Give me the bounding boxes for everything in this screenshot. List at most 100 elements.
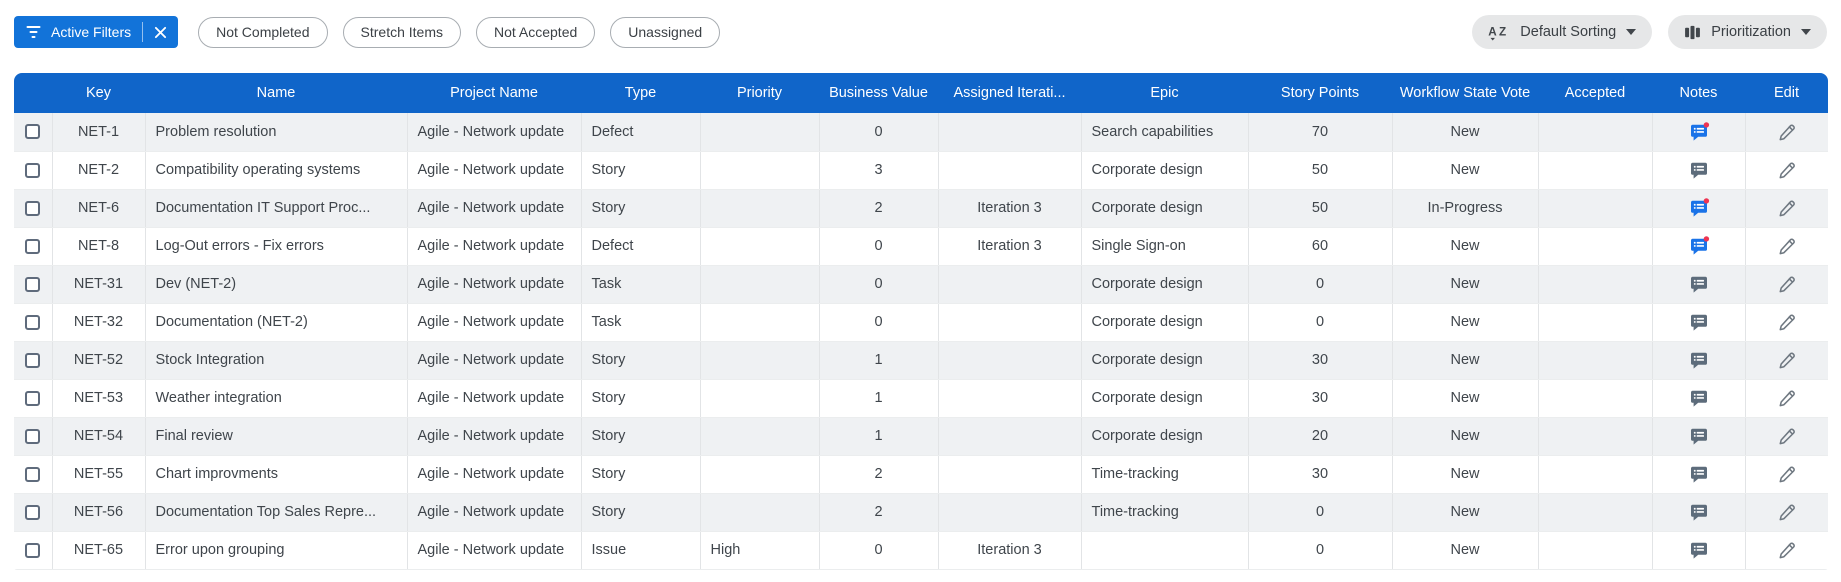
row-checkbox[interactable] bbox=[25, 162, 41, 178]
table-row[interactable]: NET-6 Documentation IT Support Proc... Agi… bbox=[14, 189, 1828, 228]
cell-name: Final review bbox=[145, 417, 408, 456]
cell-priority bbox=[700, 265, 820, 304]
column-header-accepted[interactable]: Accepted bbox=[1538, 73, 1652, 113]
cell-select bbox=[14, 113, 53, 152]
table-row[interactable]: NET-65 Error upon grouping Agile - Network… bbox=[14, 531, 1828, 570]
cell-workflow_state_vote: New bbox=[1392, 379, 1539, 418]
table-row[interactable]: NET-8 Log-Out errors - Fix errors Agile - … bbox=[14, 227, 1828, 266]
table-row[interactable]: NET-55 Chart improvments Agile - Network u… bbox=[14, 455, 1828, 494]
cell-story_points: 50 bbox=[1248, 151, 1393, 190]
edit-pencil-icon[interactable] bbox=[1777, 350, 1797, 370]
cell-key: NET-2 bbox=[52, 151, 146, 190]
notes-icon-unread[interactable] bbox=[1689, 236, 1709, 256]
edit-pencil-icon[interactable] bbox=[1777, 198, 1797, 218]
table-header-row: Key Name Project Name Type Priority Business … bbox=[14, 73, 1828, 113]
column-header-notes[interactable]: Notes bbox=[1652, 73, 1745, 113]
table-row[interactable]: NET-53 Weather integration Agile - Network… bbox=[14, 379, 1828, 418]
notes-icon[interactable] bbox=[1689, 160, 1709, 180]
column-header-edit[interactable]: Edit bbox=[1745, 73, 1828, 113]
cell-key: NET-31 bbox=[52, 265, 146, 304]
edit-pencil-icon[interactable] bbox=[1777, 312, 1797, 332]
table-row[interactable]: NET-1 Problem resolution Agile - Network u… bbox=[14, 113, 1828, 152]
cell-priority bbox=[700, 493, 820, 532]
filter-chip[interactable]: Stretch Items bbox=[342, 16, 461, 48]
cell-story_points: 30 bbox=[1248, 379, 1393, 418]
row-checkbox[interactable] bbox=[25, 542, 41, 558]
column-header-assigned_iteration[interactable]: Assigned Iterati... bbox=[938, 73, 1081, 113]
sorting-dropdown[interactable]: A Z Default Sorting bbox=[1472, 15, 1653, 49]
cell-business_value: 0 bbox=[819, 531, 939, 570]
row-checkbox[interactable] bbox=[25, 200, 41, 216]
edit-pencil-icon[interactable] bbox=[1777, 540, 1797, 560]
column-header-type[interactable]: Type bbox=[581, 73, 700, 113]
column-header-workflow_state_vote[interactable]: Workflow State Vote bbox=[1392, 73, 1538, 113]
row-checkbox[interactable] bbox=[25, 428, 41, 444]
cell-key: NET-8 bbox=[52, 227, 146, 266]
table-row[interactable]: NET-31 Dev (NET-2) Agile - Network update T… bbox=[14, 265, 1828, 304]
column-header-project_name[interactable]: Project Name bbox=[407, 73, 581, 113]
cell-priority bbox=[700, 379, 820, 418]
row-checkbox[interactable] bbox=[25, 238, 41, 254]
table-row[interactable]: NET-32 Documentation (NET-2) Agile - Netwo… bbox=[14, 303, 1828, 342]
cell-accepted bbox=[1538, 151, 1653, 190]
edit-pencil-icon[interactable] bbox=[1777, 122, 1797, 142]
notes-icon[interactable] bbox=[1689, 388, 1709, 408]
cell-select bbox=[14, 493, 53, 532]
cell-business_value: 0 bbox=[819, 265, 939, 304]
row-checkbox[interactable] bbox=[25, 466, 41, 482]
active-filters-button[interactable]: Active Filters bbox=[14, 16, 179, 48]
edit-pencil-icon[interactable] bbox=[1777, 160, 1797, 180]
cell-edit bbox=[1745, 265, 1828, 304]
filter-chip[interactable]: Unassigned bbox=[610, 16, 721, 48]
table-row[interactable]: NET-52 Stock Integration Agile - Network u… bbox=[14, 341, 1828, 380]
notes-icon[interactable] bbox=[1689, 350, 1709, 370]
notes-icon[interactable] bbox=[1689, 312, 1709, 332]
cell-epic bbox=[1081, 531, 1249, 570]
row-checkbox[interactable] bbox=[25, 276, 41, 292]
cell-name: Documentation (NET-2) bbox=[145, 303, 408, 342]
edit-pencil-icon[interactable] bbox=[1777, 274, 1797, 294]
table-row[interactable]: NET-56 Documentation Top Sales Repre... Ag… bbox=[14, 493, 1828, 532]
cell-workflow_state_vote: New bbox=[1392, 493, 1539, 532]
row-checkbox[interactable] bbox=[25, 352, 41, 368]
cell-epic: Search capabilities bbox=[1081, 113, 1249, 152]
clear-filters-icon[interactable] bbox=[154, 26, 167, 39]
column-header-priority[interactable]: Priority bbox=[700, 73, 819, 113]
notes-icon[interactable] bbox=[1689, 426, 1709, 446]
row-checkbox[interactable] bbox=[25, 504, 41, 520]
notes-icon-unread[interactable] bbox=[1689, 121, 1709, 142]
column-header-epic[interactable]: Epic bbox=[1081, 73, 1248, 113]
column-header-business_value[interactable]: Business Value bbox=[819, 73, 938, 113]
edit-pencil-icon[interactable] bbox=[1777, 426, 1797, 446]
notes-icon[interactable] bbox=[1689, 502, 1709, 522]
notes-icon[interactable] bbox=[1689, 464, 1709, 484]
edit-pencil-icon[interactable] bbox=[1777, 502, 1797, 522]
column-header-name[interactable]: Name bbox=[145, 73, 407, 113]
cell-notes bbox=[1652, 303, 1746, 342]
cell-workflow_state_vote: New bbox=[1392, 151, 1539, 190]
cell-assigned_iteration: Iteration 3 bbox=[938, 227, 1082, 266]
filter-chip[interactable]: Not Accepted bbox=[475, 16, 596, 48]
notes-icon-unread[interactable] bbox=[1689, 198, 1709, 218]
edit-pencil-icon[interactable] bbox=[1777, 388, 1797, 408]
cell-notes bbox=[1652, 227, 1746, 266]
table-row[interactable]: NET-54 Final review Agile - Network update… bbox=[14, 417, 1828, 456]
cell-story_points: 0 bbox=[1248, 265, 1393, 304]
row-checkbox[interactable] bbox=[25, 314, 41, 330]
cell-project_name: Agile - Network update bbox=[407, 113, 582, 152]
table-row[interactable]: NET-2 Compatibility operating systems Agil… bbox=[14, 151, 1828, 190]
row-checkbox[interactable] bbox=[25, 390, 41, 406]
row-checkbox[interactable] bbox=[25, 124, 41, 140]
cell-name: Stock Integration bbox=[145, 341, 408, 380]
cell-notes bbox=[1652, 113, 1746, 152]
cell-business_value: 2 bbox=[819, 455, 939, 494]
notes-icon[interactable] bbox=[1689, 274, 1709, 294]
prioritization-dropdown[interactable]: Prioritization bbox=[1668, 15, 1827, 49]
cell-edit bbox=[1745, 417, 1828, 456]
edit-pencil-icon[interactable] bbox=[1777, 464, 1797, 484]
notes-icon[interactable] bbox=[1689, 540, 1709, 560]
edit-pencil-icon[interactable] bbox=[1777, 236, 1797, 256]
column-header-key[interactable]: Key bbox=[52, 73, 145, 113]
column-header-story_points[interactable]: Story Points bbox=[1248, 73, 1392, 113]
filter-chip[interactable]: Not Completed bbox=[198, 16, 328, 48]
